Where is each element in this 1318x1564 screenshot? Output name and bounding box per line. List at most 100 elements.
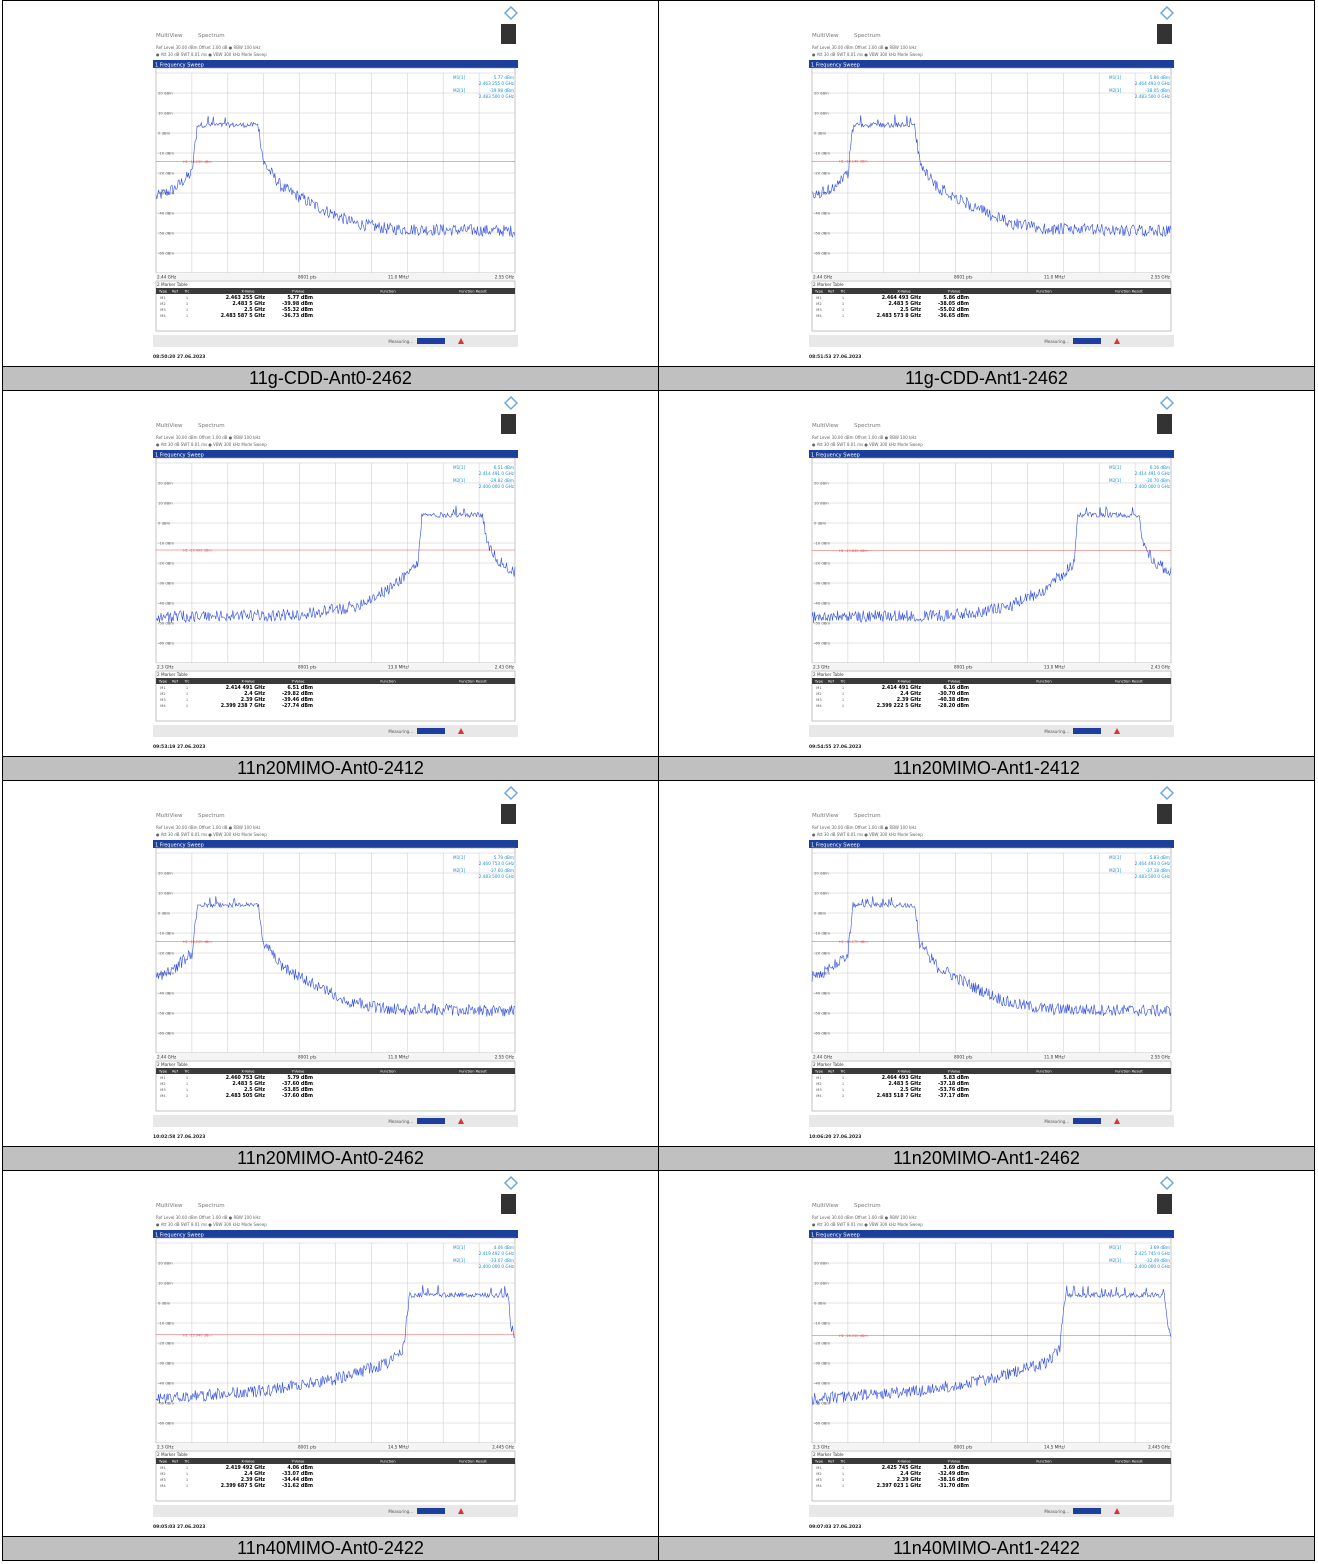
column-header: Y-Value [292, 1070, 306, 1074]
y-label: -20 dBm [158, 171, 174, 176]
y-label: -20 dBm [158, 1341, 174, 1346]
y-label: 10 dBm [814, 1281, 829, 1286]
image-cell: MultiView Spectrum Ref Level 30.00 dBm Off… [658, 390, 1315, 757]
caption: 11n40MIMO-Ant1-2422 [658, 1536, 1315, 1561]
marker-x: 2.4 GHz [900, 691, 921, 697]
settings-line: Ref Level 30.00 dBm Offset 1.00 dB ● RBW… [812, 45, 916, 50]
marker-y: -53.76 dBm [938, 1087, 969, 1093]
status-text: Measuring... [1044, 1119, 1069, 1124]
toolbar-button [501, 414, 516, 434]
marker-x: 2.397 023 1 GHz [877, 1483, 921, 1489]
progress-bar [417, 1118, 445, 1124]
marker-readout-value: -38.05 dBm [1146, 88, 1170, 93]
y-label: -40 dBm [814, 991, 830, 996]
y-label: -40 dBm [158, 1381, 174, 1386]
logo-icon [1159, 785, 1174, 801]
caption-row: 11n20MIMO-Ant0-2462 11n20MIMO-Ant1-2462 [2, 1146, 1315, 1171]
marker-y: -55.32 dBm [282, 307, 313, 313]
marker-trace: 1 [842, 302, 844, 306]
settings-line: Ref Level 30.00 dBm Offset 1.00 dB ● RBW… [156, 45, 260, 50]
y-label: -30 dBm [814, 581, 830, 586]
status-bar [153, 1115, 518, 1127]
marker-y: -31.62 dBm [282, 1483, 313, 1489]
warning-icon [458, 1508, 464, 1514]
column-header: Y-Value [948, 680, 962, 684]
toolbar-button [1157, 804, 1172, 824]
marker-readout-value: -37.18 dBm [1146, 868, 1170, 873]
marker-y: -27.74 dBm [282, 703, 313, 709]
column-header: X-Value [897, 680, 911, 684]
status-text: Measuring... [1044, 1509, 1069, 1514]
marker-readout-x: 2.419 492 0 GHz [479, 1251, 515, 1256]
x-start: 2.3 GHz [157, 665, 174, 670]
marker-readout-x: 2.460 753 0 GHz [479, 861, 515, 866]
marker-readout-x: 2.483 500 0 GHz [479, 874, 515, 879]
caption-row: 11g-CDD-Ant0-2462 11g-CDD-Ant1-2462 [2, 366, 1315, 391]
table-header [156, 288, 515, 294]
span: 14.5 MHz/ [388, 1445, 410, 1450]
display-line-label: H1 -14.140 dBm [839, 160, 868, 164]
y-label: 10 dBm [158, 111, 173, 116]
column-header: Trc [183, 1460, 189, 1464]
points: 8001 pts [298, 275, 316, 280]
status-bar [809, 725, 1174, 737]
marker-readout-value: -33.07 dBm [490, 1258, 514, 1263]
marker-y: -40.38 dBm [938, 697, 969, 703]
x-stop: 2.55 GHz [495, 1055, 515, 1060]
marker-y: -29.82 dBm [282, 691, 313, 697]
marker-readout-label: M2[1] [1109, 868, 1122, 873]
tab-label: MultiView [156, 1203, 183, 1209]
image-cell: MultiView Spectrum Ref Level 30.00 dBm Off… [2, 390, 659, 757]
marker-readout-x: 2.483 500 0 GHz [479, 94, 515, 99]
column-header: Function [380, 290, 395, 294]
marker-type: M2 [160, 1472, 165, 1476]
marker-readout-value: -37.60 dBm [490, 868, 514, 873]
marker-readout-value: -32.49 dBm [1146, 1258, 1170, 1263]
caption-row: 11n20MIMO-Ant0-2412 11n20MIMO-Ant1-2412 [2, 756, 1315, 781]
timestamp: 08:51:53 27.06.2023 [809, 354, 861, 360]
marker-type: M2 [816, 302, 821, 306]
column-header: Function [1036, 680, 1051, 684]
sweep-bar [153, 1230, 518, 1238]
caption: 11n20MIMO-Ant1-2412 [658, 756, 1315, 781]
marker-trace: 1 [186, 1082, 188, 1086]
points: 8001 pts [298, 665, 316, 670]
y-label: 20 dBm [814, 91, 829, 96]
marker-y: -37.60 dBm [282, 1093, 313, 1099]
marker-y: -55.02 dBm [938, 307, 969, 313]
image-cell: MultiView Spectrum Ref Level 30.00 dBm Off… [2, 0, 659, 367]
marker-readout-x: 2.400 000 0 GHz [1135, 484, 1171, 489]
column-header: Y-Value [292, 290, 306, 294]
marker-readout-x: 2.400 000 0 GHz [479, 1264, 515, 1269]
marker-x: 2.399 687 5 GHz [221, 1483, 265, 1489]
y-label: 20 dBm [814, 1261, 829, 1266]
marker-x: 2.4 GHz [244, 1471, 265, 1477]
points: 8001 pts [954, 275, 972, 280]
progress-bar [1073, 1118, 1101, 1124]
sweep-bar [809, 60, 1174, 68]
column-header: Trc [183, 290, 189, 294]
table-title: 2 Marker Table [813, 1452, 844, 1457]
image-cell: MultiView Spectrum Ref Level 30.00 dBm Off… [658, 780, 1315, 1147]
marker-x: 2.425 745 GHz [882, 1465, 921, 1471]
table-title: 2 Marker Table [157, 1452, 188, 1457]
marker-trace: 1 [186, 1472, 188, 1476]
marker-type: M2 [160, 1082, 165, 1086]
table-title: 2 Marker Table [813, 1062, 844, 1067]
table-header [156, 1458, 515, 1464]
marker-type: M1 [160, 1466, 165, 1470]
marker-trace: 1 [842, 1484, 844, 1488]
tab-label: MultiView [156, 33, 183, 39]
progress-bar [417, 338, 445, 344]
y-label: 0 dBm [814, 521, 827, 526]
tab-label: Spectrum [198, 1203, 225, 1209]
column-header: Trc [839, 1460, 845, 1464]
marker-readout-label: M1[1] [1109, 465, 1122, 470]
y-label: -40 dBm [814, 1381, 830, 1386]
span: 11.0 MHz/ [1044, 275, 1066, 280]
y-label: -40 dBm [814, 601, 830, 606]
y-label: -60 dBm [814, 251, 830, 256]
marker-y: -38.05 dBm [938, 301, 969, 307]
column-header: Function [1036, 1070, 1051, 1074]
marker-type: M3 [816, 1088, 821, 1092]
